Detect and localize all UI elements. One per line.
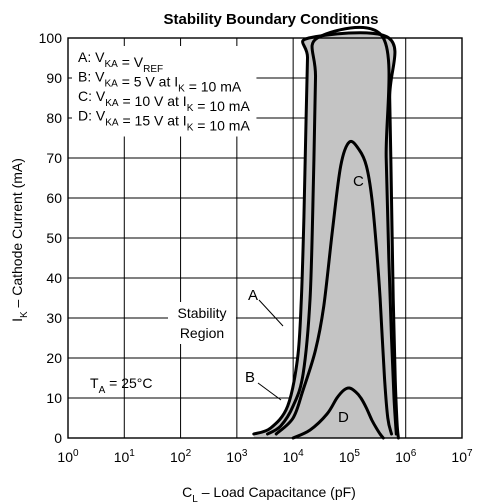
y-axis-ticks: 0 10 20 30 40 50 60 70 80 90 100 (39, 30, 63, 446)
x-axis-ticks: 100 101 102 103 104 105 106 107 (57, 448, 473, 465)
x-tick-label: 100 (57, 448, 79, 465)
boundary-curve-b (266, 25, 398, 436)
legend-box (72, 46, 257, 137)
stability-region-label-line1: Stability (177, 305, 226, 321)
y-tick-label: 0 (54, 430, 62, 446)
pointer-b (257, 382, 282, 401)
y-axis-label: IK – Cathode Current (mA) (9, 158, 30, 322)
y-tick-label: 40 (46, 270, 62, 286)
x-tick-label: 105 (339, 448, 361, 465)
y-tick-label: 10 (46, 390, 62, 406)
legend-entry: A: VKA = VREF (78, 49, 163, 75)
y-tick-label: 20 (46, 350, 62, 366)
legend-entry: B: VKA = 5 V at IK = 10 mA (78, 69, 242, 95)
x-tick-label: 104 (283, 448, 305, 465)
legend-entry: D: VKA = 15 V at IK = 10 mA (78, 108, 250, 134)
x-tick-label: 107 (451, 448, 473, 465)
y-tick-label: 30 (46, 310, 62, 326)
y-tick-label: 60 (46, 190, 62, 206)
curve-label-d: D (338, 409, 349, 426)
plot-frame (67, 37, 463, 439)
x-tick-label: 103 (226, 448, 248, 465)
stability-region-label-bg (168, 302, 236, 344)
boundary-curves (252, 25, 400, 440)
temperature-annotation: TA = 25°C (90, 375, 152, 396)
boundary-curve-c (274, 139, 393, 436)
x-tick-label: 101 (114, 448, 136, 465)
boundary-curve-d (291, 386, 385, 440)
chart-title: Stability Boundary Conditions (163, 11, 378, 28)
pointer-a (258, 299, 284, 327)
curve-label-c: C (353, 173, 364, 190)
y-tick-label: 50 (46, 230, 62, 246)
y-tick-label: 90 (46, 70, 62, 86)
y-tick-label: 80 (46, 110, 62, 126)
x-tick-label: 106 (395, 448, 417, 465)
curve-label-a: A (248, 287, 258, 304)
legend-entry: C: VKA = 10 V at IK = 10 mA (78, 88, 250, 114)
x-tick-label: 102 (170, 448, 192, 465)
boundary-curve-a (252, 31, 400, 440)
stability-region-label-line2: Region (180, 325, 224, 341)
y-tick-label: 100 (39, 30, 63, 46)
stability-region-fill (253, 32, 399, 438)
curve-label-b: B (245, 369, 255, 386)
y-tick-label: 70 (46, 150, 62, 166)
x-axis-label: CL – Load Capacitance (pF) (182, 484, 356, 504)
